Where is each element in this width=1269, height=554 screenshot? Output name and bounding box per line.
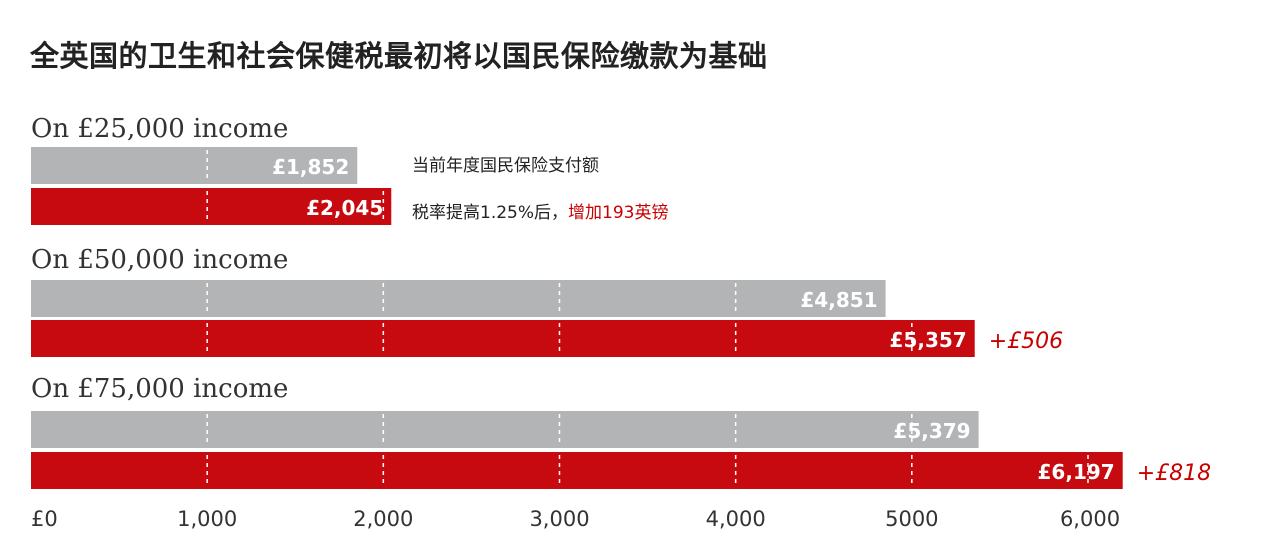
x-tick-label: £0 [31, 507, 58, 531]
bar-current [31, 147, 358, 184]
bar-new [31, 188, 392, 225]
x-tick-label: 5000 [885, 507, 938, 531]
value-label-new: £2,045 [306, 196, 383, 220]
delta-label: +£818 [1137, 461, 1211, 486]
chart-title: 全英国的卫生和社会保健税最初将以国民保险缴款为基础 [30, 39, 768, 73]
legend-increase-prefix: 税率提高1.25%后， [412, 203, 568, 223]
group-label: On £50,000 income [31, 245, 288, 275]
legend-increase: 税率提高1.25%后，增加193英镑 [412, 203, 668, 223]
x-tick-label: 6,000 [1060, 507, 1120, 531]
x-tick-label: 4,000 [706, 507, 766, 531]
x-axis-ticks: £0 1,000 2,000 3,000 4,000 5000 6,000 [31, 507, 1120, 531]
group-label: On £75,000 income [31, 374, 288, 404]
value-label-current: £1,852 [272, 155, 349, 179]
legend-current: 当前年度国民保险支付额 [412, 156, 599, 176]
labels-layer: On £25,000 income £1,852 £2,045 On £50,000 … [31, 114, 1211, 486]
value-label-new: £6,197 [1038, 460, 1115, 484]
bar-new [31, 320, 975, 357]
x-tick-label: 2,000 [353, 507, 413, 531]
legend-increase-highlight: 增加193英镑 [568, 203, 668, 223]
delta-label: +£506 [989, 329, 1063, 354]
value-label-current: £4,851 [800, 288, 877, 312]
group-label: On £25,000 income [31, 114, 288, 144]
bar-new [31, 452, 1123, 489]
value-label-new: £5,357 [890, 328, 967, 352]
x-tick-label: 3,000 [529, 507, 589, 531]
x-tick-label: 1,000 [177, 507, 237, 531]
bars-layer [31, 147, 1123, 489]
bar-current [31, 280, 886, 317]
bar-current [31, 411, 979, 448]
value-label-current: £5,379 [893, 419, 970, 443]
